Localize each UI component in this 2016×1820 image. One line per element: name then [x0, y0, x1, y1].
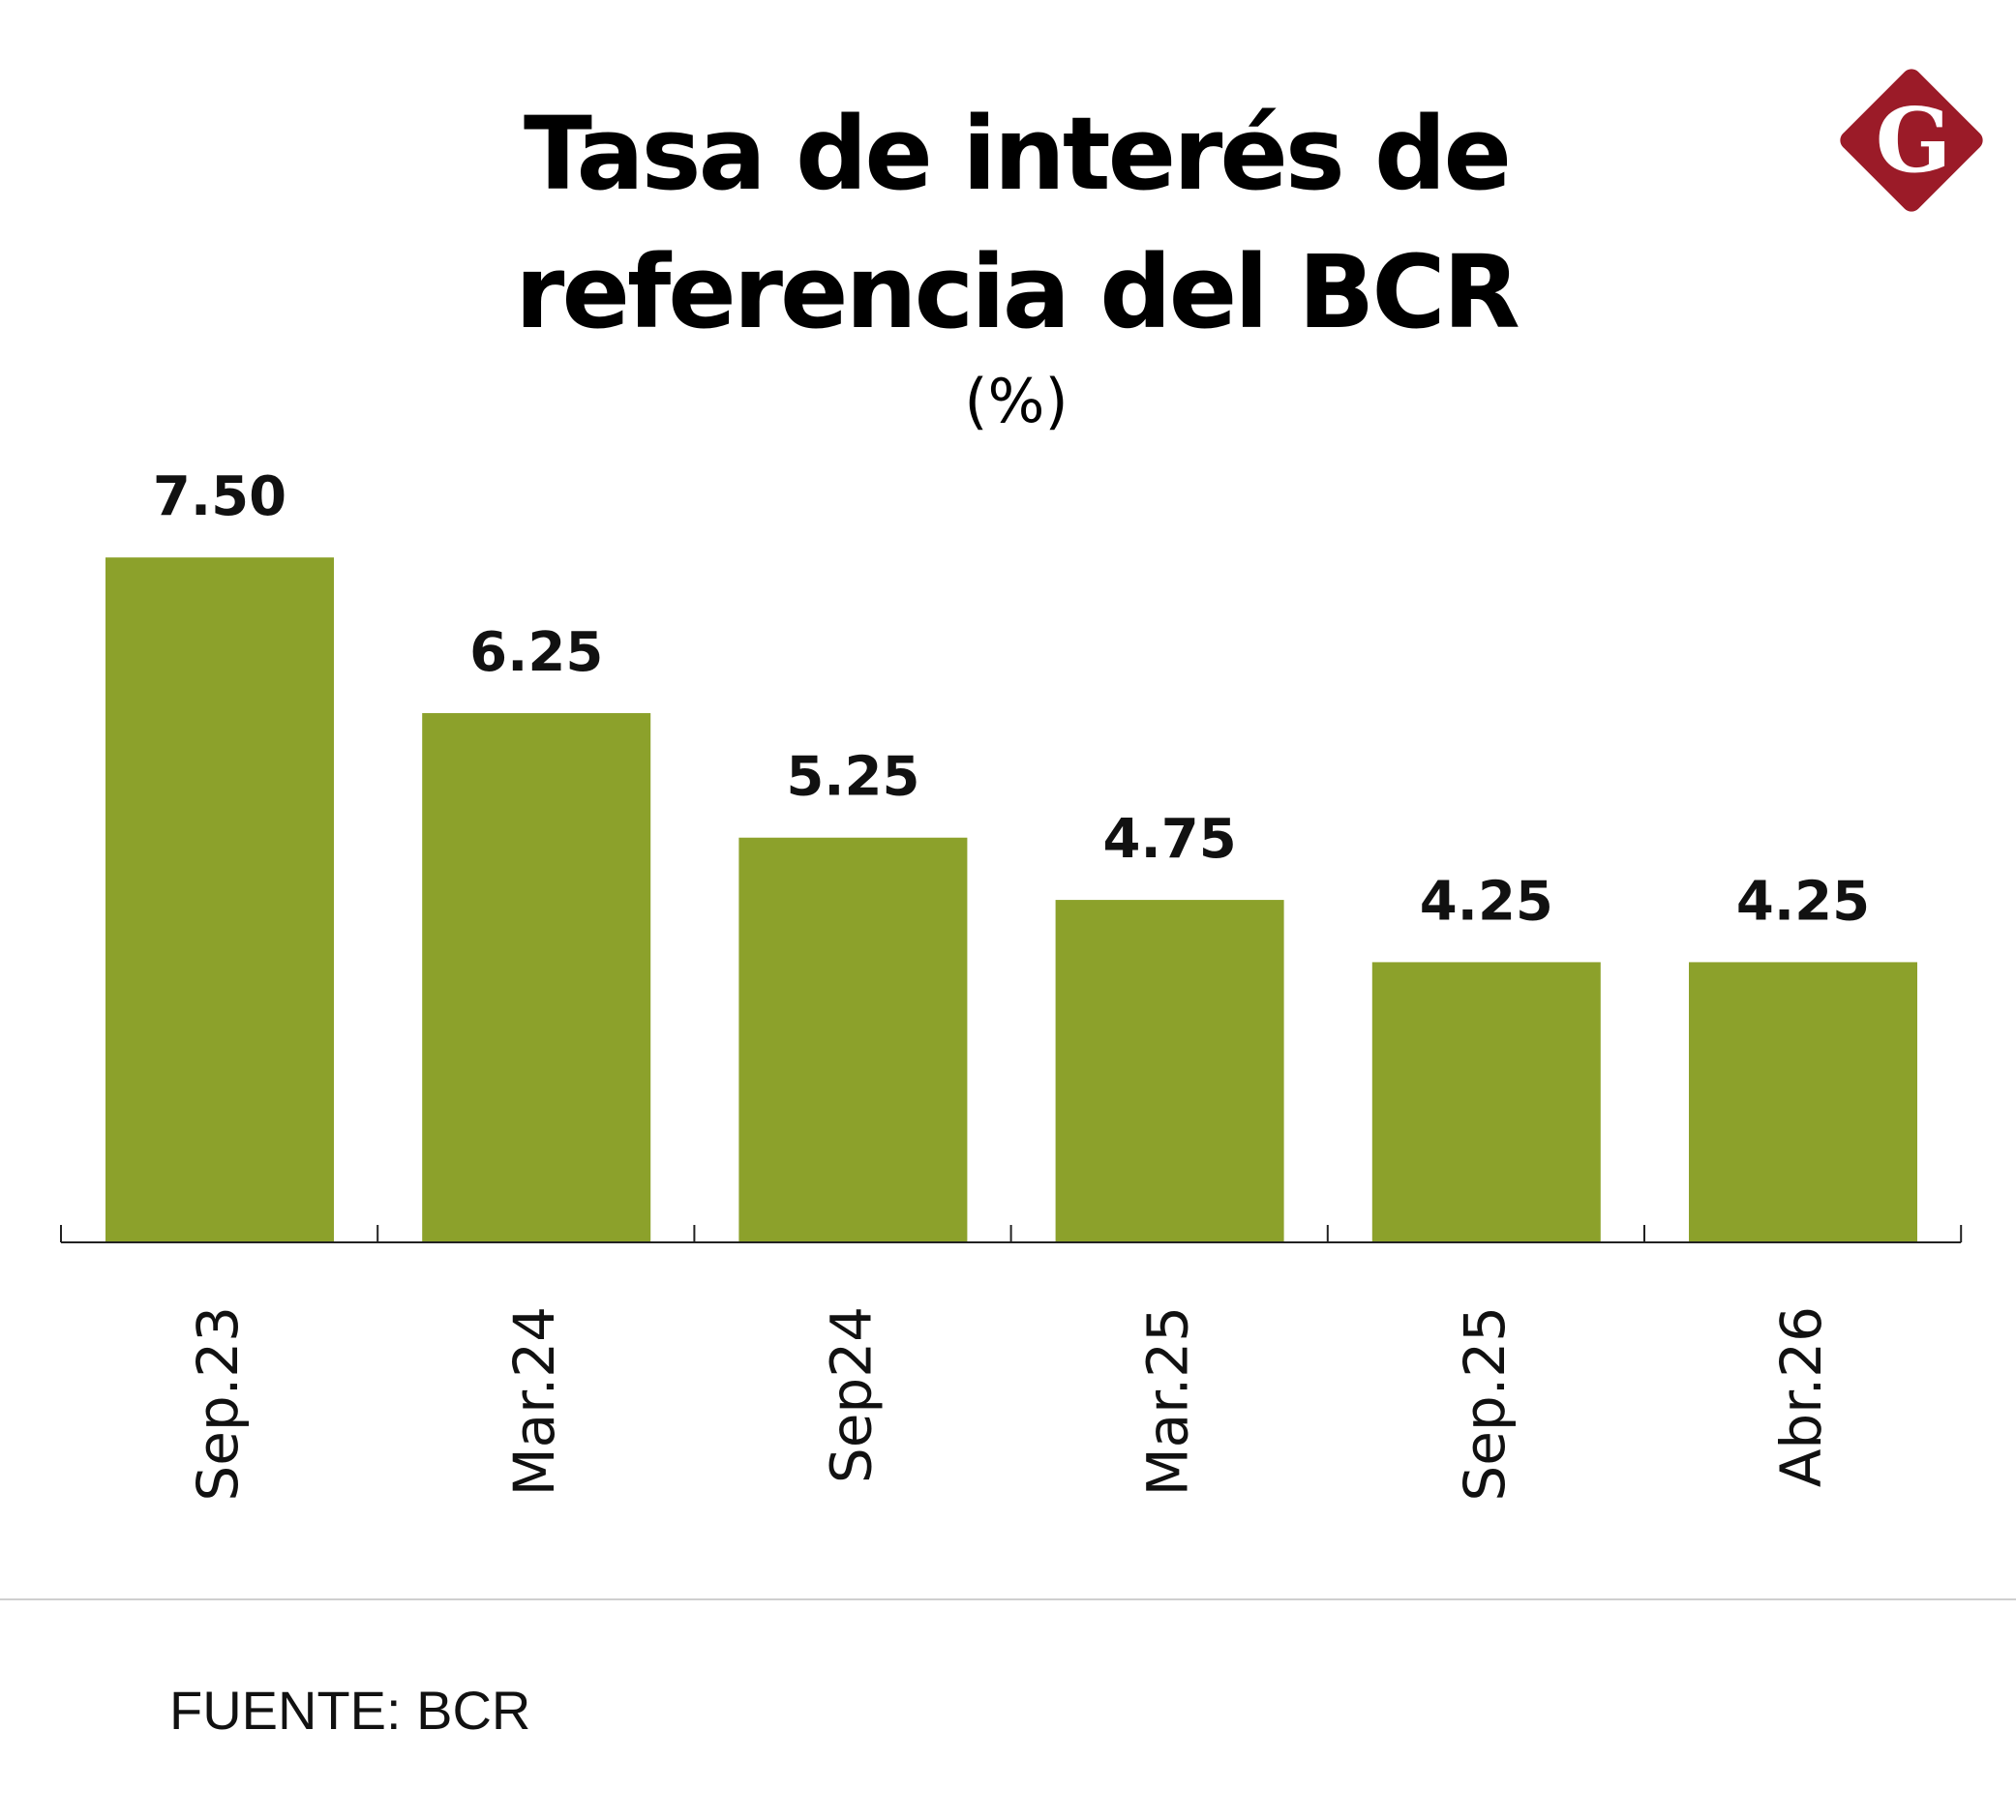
chart-title-line-1: Tasa de interés de: [523, 95, 1512, 213]
bar-Sep.25: [1371, 962, 1601, 1242]
x-tick-label: Mar.24: [501, 1306, 567, 1496]
bar-Sep.23: [105, 557, 334, 1242]
data-label: 6.25: [469, 621, 603, 684]
data-label: 4.75: [1103, 808, 1237, 871]
bar-chart: 7.50 Sep.23 6.25 Mar.24 5.25 Sep24 4.75 Mar.25 4…: [60, 465, 1963, 1502]
data-label: 5.25: [786, 746, 919, 809]
bar-Sep24: [738, 837, 968, 1242]
chart-subtitle: (%): [964, 366, 1068, 436]
chart-title-line-2: referencia del BCR: [515, 233, 1520, 351]
bar-Mar.25: [1055, 900, 1284, 1242]
data-label: 7.50: [153, 465, 286, 528]
brand-logo: G: [1840, 69, 1983, 212]
data-label: 4.25: [1736, 870, 1870, 933]
footer-divider: [0, 1598, 2016, 1600]
bar-Abr.26: [1689, 962, 1917, 1242]
x-tick-label: Sep.23: [185, 1306, 251, 1502]
data-label: 4.25: [1420, 870, 1553, 933]
bar-Mar.24: [422, 713, 651, 1242]
logo-diamond: [1840, 69, 1983, 212]
chart-title: Tasa de interés de referencia del BCR: [0, 85, 2016, 362]
x-tick-label: Abr.26: [1768, 1306, 1834, 1487]
x-tick-label: Mar.25: [1135, 1306, 1201, 1496]
x-tick-label: Sep24: [818, 1306, 884, 1483]
x-tick-label: Sep.25: [1452, 1306, 1518, 1502]
source-note: FUENTE: BCR: [169, 1680, 531, 1741]
logo-letter: G: [1876, 88, 1952, 193]
